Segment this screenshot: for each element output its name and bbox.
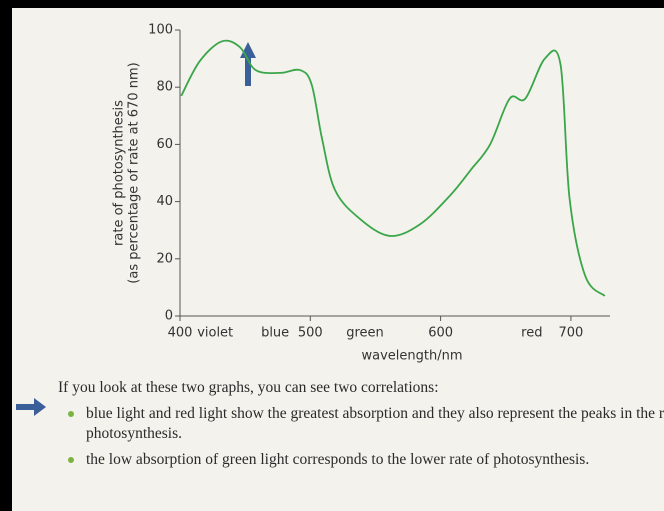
x-tick-label: 700 [558, 326, 583, 341]
y-axis-label: rate of photosynthesis [112, 100, 127, 246]
y-tick-label: 60 [156, 137, 173, 152]
arrow-icon [12, 392, 72, 422]
paper: rate of photosynthesis (as percentage of… [12, 8, 664, 511]
x-tick-label: blue [261, 326, 289, 341]
y-tick-label: 0 [165, 309, 173, 324]
bullet-text: the low absorption of green light corres… [86, 451, 589, 468]
y-tick-label: 100 [148, 23, 173, 38]
page: rate of photosynthesis (as percentage of… [0, 0, 664, 511]
arrow-shape [16, 398, 46, 416]
y-tick-label: 20 [156, 251, 173, 266]
x-tick-label: green [346, 326, 384, 341]
y-axis-label: (as percentage of rate at 670 nm) [127, 62, 142, 283]
line-series [181, 41, 604, 296]
bullet: blue light and red light show the greate… [58, 404, 664, 444]
x-tick-label: 400 [168, 326, 193, 341]
x-tick-label: 500 [298, 326, 323, 341]
bullet: the low absorption of green light corres… [58, 450, 626, 470]
text-block: If you look at these two graphs, you can… [58, 378, 664, 470]
x-axis-label: wavelength/nm [361, 349, 462, 364]
x-tick-label: red [521, 326, 542, 341]
x-tick-label: violet [197, 326, 233, 341]
intro: If you look at these two graphs, you can… [58, 378, 664, 398]
x-tick-label: 600 [428, 326, 453, 341]
y-tick-label: 80 [156, 80, 173, 95]
y-tick-label: 40 [156, 194, 173, 209]
bullet-text: blue light and red light show the greate… [86, 405, 664, 442]
